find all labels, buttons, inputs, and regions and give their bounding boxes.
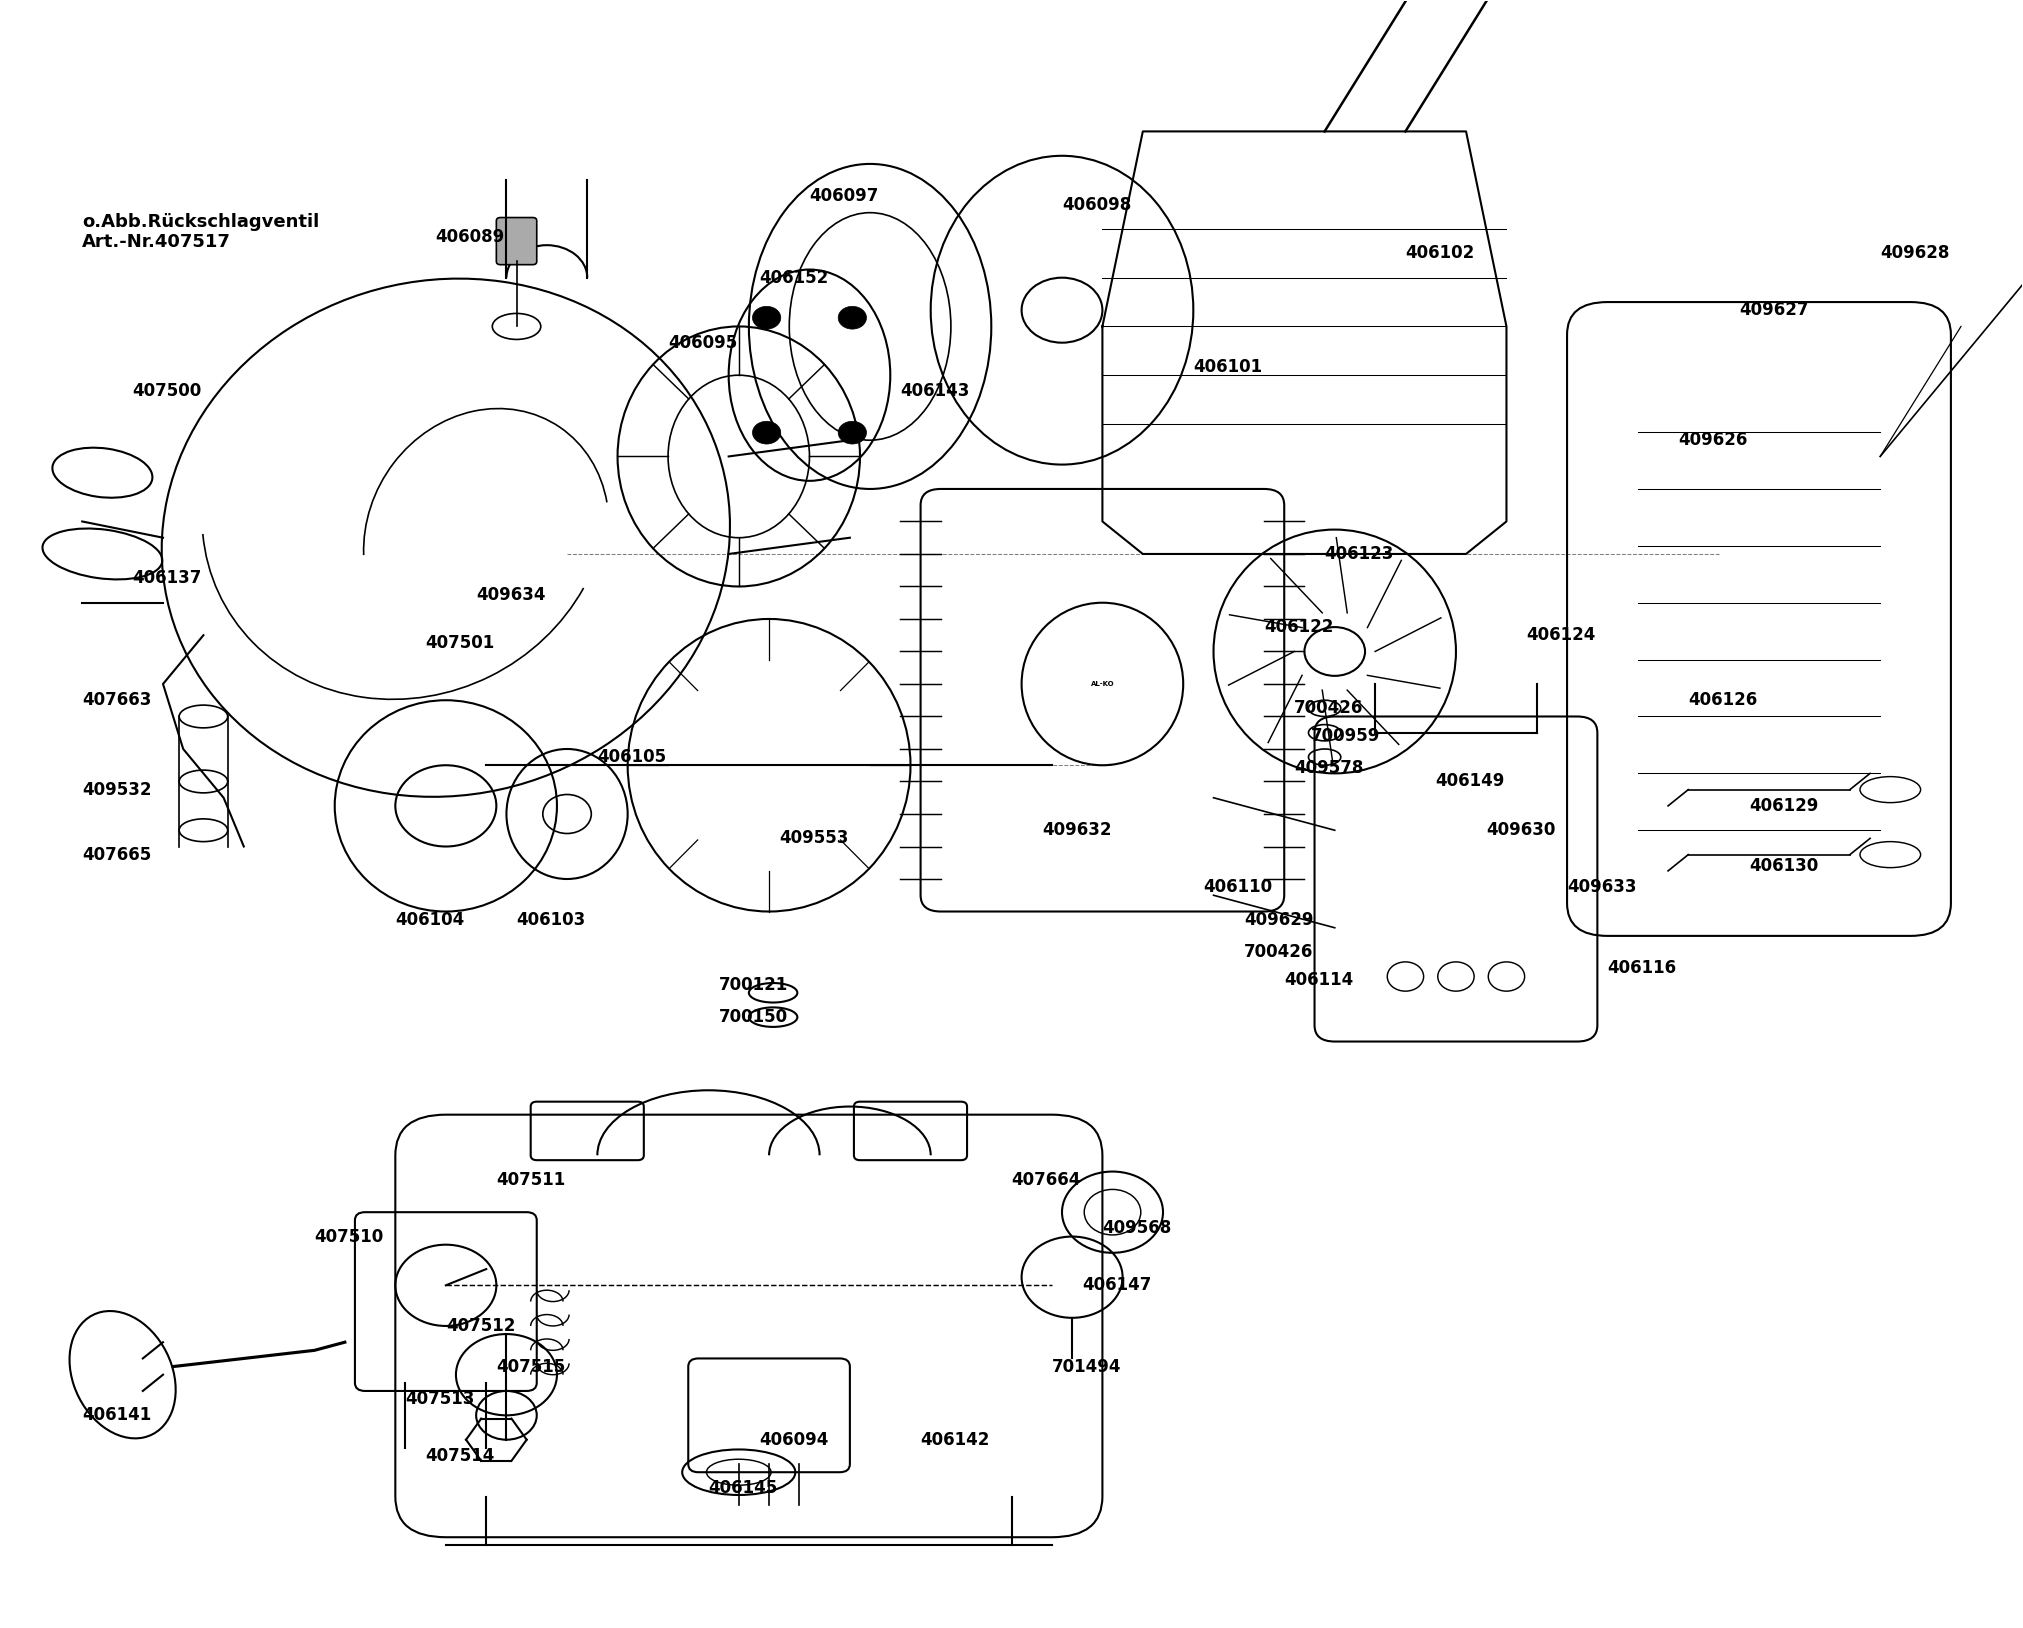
Text: 409628: 409628 xyxy=(1879,244,1950,262)
Text: 407514: 407514 xyxy=(425,1447,496,1465)
Text: 406114: 406114 xyxy=(1285,970,1353,988)
Text: 407500: 407500 xyxy=(134,383,202,400)
Text: 406102: 406102 xyxy=(1406,244,1475,262)
Text: 409634: 409634 xyxy=(475,586,546,604)
Text: 406095: 406095 xyxy=(668,334,736,352)
Ellipse shape xyxy=(838,422,866,444)
Text: 406094: 406094 xyxy=(759,1431,827,1449)
Text: 406149: 406149 xyxy=(1436,773,1505,791)
Text: 407515: 407515 xyxy=(496,1358,566,1376)
Text: 407513: 407513 xyxy=(405,1390,475,1408)
Text: 409578: 409578 xyxy=(1295,760,1364,778)
Text: 406145: 406145 xyxy=(708,1480,777,1498)
Text: 407665: 407665 xyxy=(83,845,152,863)
Text: 407663: 407663 xyxy=(83,692,152,710)
Text: 406143: 406143 xyxy=(900,383,969,400)
Text: 406105: 406105 xyxy=(597,749,666,767)
Text: 700426: 700426 xyxy=(1244,943,1313,961)
Text: 406098: 406098 xyxy=(1062,195,1131,213)
Text: 406103: 406103 xyxy=(516,910,587,928)
Text: 409626: 409626 xyxy=(1679,431,1748,449)
Text: 406129: 406129 xyxy=(1748,796,1819,816)
Text: o.Abb.Rückschlagventil
Art.-Nr.407517: o.Abb.Rückschlagventil Art.-Nr.407517 xyxy=(83,213,320,251)
Text: 406126: 406126 xyxy=(1689,692,1758,710)
Ellipse shape xyxy=(753,306,781,329)
Text: 701494: 701494 xyxy=(1052,1358,1121,1376)
Text: 406130: 406130 xyxy=(1748,856,1819,874)
Text: 407501: 407501 xyxy=(425,635,496,653)
Text: 700150: 700150 xyxy=(718,1008,787,1026)
Text: 407510: 407510 xyxy=(314,1228,384,1245)
Text: 406101: 406101 xyxy=(1194,358,1262,376)
Text: 406124: 406124 xyxy=(1527,627,1596,645)
Text: 407664: 407664 xyxy=(1012,1171,1080,1188)
Text: 407511: 407511 xyxy=(496,1171,566,1188)
Text: 406116: 406116 xyxy=(1608,959,1677,977)
Text: 409632: 409632 xyxy=(1042,821,1111,840)
Text: 409629: 409629 xyxy=(1244,910,1313,928)
Text: 406147: 406147 xyxy=(1082,1276,1151,1294)
Text: 406152: 406152 xyxy=(759,269,827,287)
Text: 406122: 406122 xyxy=(1264,619,1333,637)
Text: 406110: 406110 xyxy=(1204,877,1272,895)
Text: 406141: 406141 xyxy=(83,1407,152,1424)
Text: 406137: 406137 xyxy=(134,570,202,588)
FancyBboxPatch shape xyxy=(496,218,536,265)
Text: 700121: 700121 xyxy=(718,975,787,993)
Text: 406089: 406089 xyxy=(435,228,506,246)
Text: 409553: 409553 xyxy=(779,829,848,848)
Ellipse shape xyxy=(1305,627,1366,676)
Text: 409627: 409627 xyxy=(1740,301,1809,319)
Ellipse shape xyxy=(838,306,866,329)
Ellipse shape xyxy=(753,422,781,444)
Text: AL-KO: AL-KO xyxy=(1090,681,1115,687)
Text: 700959: 700959 xyxy=(1311,728,1380,746)
Text: 409630: 409630 xyxy=(1487,821,1556,840)
Text: 406142: 406142 xyxy=(920,1431,989,1449)
Text: 409532: 409532 xyxy=(83,780,152,799)
Text: 407512: 407512 xyxy=(445,1317,516,1335)
Text: 406097: 406097 xyxy=(809,187,878,205)
Text: 406123: 406123 xyxy=(1325,545,1394,563)
Text: 406104: 406104 xyxy=(394,910,465,928)
Text: 409633: 409633 xyxy=(1568,877,1637,895)
Text: 700426: 700426 xyxy=(1295,700,1364,718)
Text: 409568: 409568 xyxy=(1103,1219,1171,1237)
